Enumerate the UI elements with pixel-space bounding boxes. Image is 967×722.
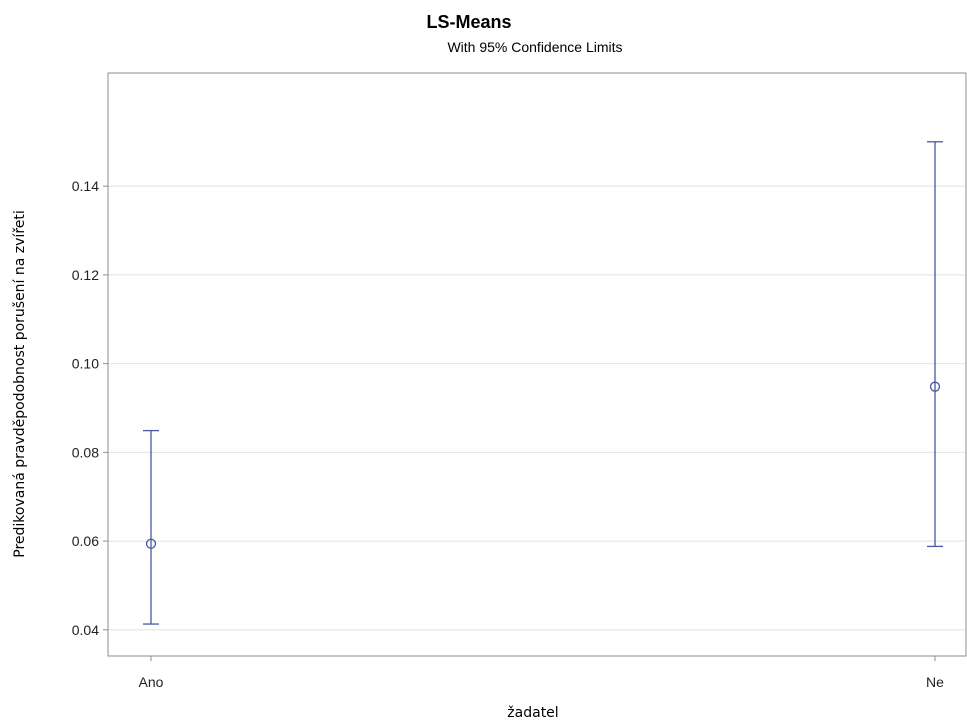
y-tick-label: 0.08 <box>72 444 99 460</box>
x-axis-ticks: Ano Ne <box>139 656 944 690</box>
y-axis-ticks: 0.04 0.06 0.08 0.10 0.12 0.14 <box>72 178 108 638</box>
y-tick-label: 0.04 <box>72 622 99 638</box>
x-tick-label: Ano <box>139 674 164 690</box>
plot-frame <box>107 72 967 657</box>
y-axis-label: Predikovaná pravděpodobnost porušení na … <box>12 210 28 558</box>
y-tick-label: 0.06 <box>72 533 99 549</box>
data-marks <box>143 141 943 625</box>
x-axis-label: žadatel <box>507 705 558 721</box>
y-tick-label: 0.10 <box>72 356 99 372</box>
gridlines <box>108 185 966 631</box>
y-tick-label: 0.12 <box>72 267 99 283</box>
chart-subtitle: With 95% Confidence Limits <box>447 39 622 55</box>
y-tick-label: 0.14 <box>72 178 99 194</box>
ls-mean-point <box>929 381 941 392</box>
ls-mean-point <box>145 538 157 549</box>
x-tick-label: Ne <box>926 674 944 690</box>
chart-title: LS-Means <box>426 12 511 32</box>
